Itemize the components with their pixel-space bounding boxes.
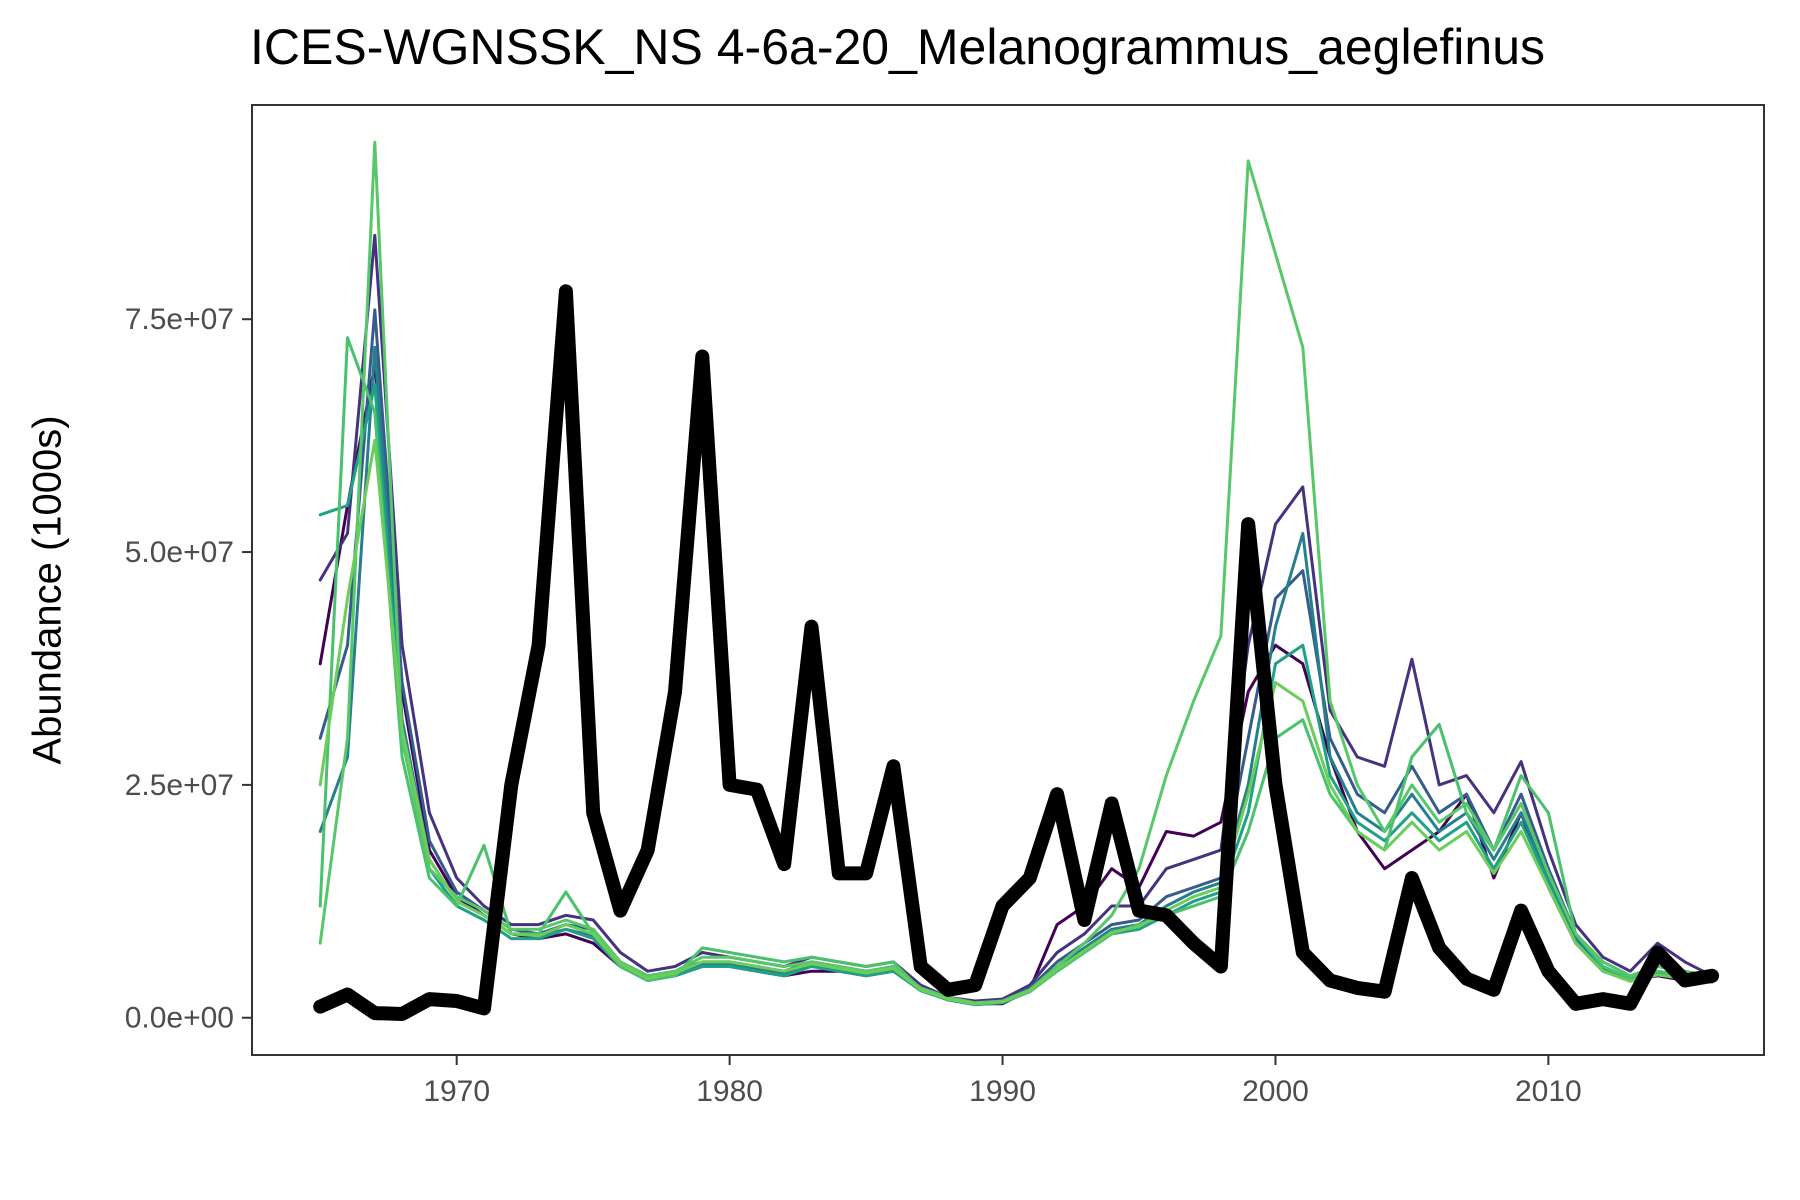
x-tick-label: 1970: [423, 1075, 490, 1108]
x-axis: 1970 1980 1990 2000 2010: [423, 1055, 1582, 1108]
ensemble-series-line-7: [318, 140, 1714, 1005]
highlight-series-line: [313, 284, 1720, 1021]
y-axis: 0.0e+00 2.5e+07 5.0e+07 7.5e+07: [125, 303, 252, 1035]
x-tick-label: 2000: [1242, 1075, 1309, 1108]
ensemble-series-line-8: [318, 438, 1714, 1006]
y-tick-label: 5.0e+07: [125, 536, 234, 569]
highlight-series-layer: [313, 284, 1720, 1021]
plot-panel-border: [251, 104, 1765, 1056]
y-tick-label: 0.0e+00: [125, 1002, 234, 1035]
y-tick-label: 7.5e+07: [125, 303, 234, 336]
x-tick-label: 2010: [1515, 1075, 1582, 1108]
chart-title: ICES-WGNSSK_NS 4-6a-20_Melanogrammus_aeg…: [250, 19, 1546, 75]
y-tick-label: 2.5e+07: [125, 769, 234, 802]
x-tick-label: 1980: [696, 1075, 763, 1108]
ensemble-series-line-2: [318, 233, 1714, 1003]
ensemble-series-layer: [318, 140, 1714, 1007]
x-tick-label: 1990: [969, 1075, 1036, 1108]
